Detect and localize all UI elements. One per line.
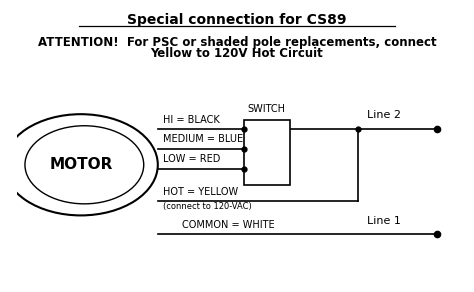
- Text: HI = BLACK: HI = BLACK: [163, 114, 220, 125]
- Text: Yellow to 120V Hot Circuit: Yellow to 120V Hot Circuit: [151, 47, 323, 60]
- Text: Line 1: Line 1: [367, 216, 401, 226]
- Text: Line 2: Line 2: [367, 110, 401, 120]
- Text: SWITCH: SWITCH: [248, 104, 286, 114]
- Text: COMMON = WHITE: COMMON = WHITE: [182, 220, 274, 230]
- Text: MOTOR: MOTOR: [49, 157, 112, 172]
- Text: MEDIUM = BLUE: MEDIUM = BLUE: [163, 134, 243, 144]
- Text: LOW = RED: LOW = RED: [163, 154, 220, 164]
- Text: ATTENTION!  For PSC or shaded pole replacements, connect: ATTENTION! For PSC or shaded pole replac…: [38, 36, 436, 49]
- Circle shape: [4, 114, 158, 215]
- Text: HOT = YELLOW: HOT = YELLOW: [163, 187, 238, 197]
- Text: Special connection for CS89: Special connection for CS89: [127, 13, 347, 27]
- Bar: [244, 120, 290, 185]
- Text: (connect to 120-VAC): (connect to 120-VAC): [163, 201, 252, 211]
